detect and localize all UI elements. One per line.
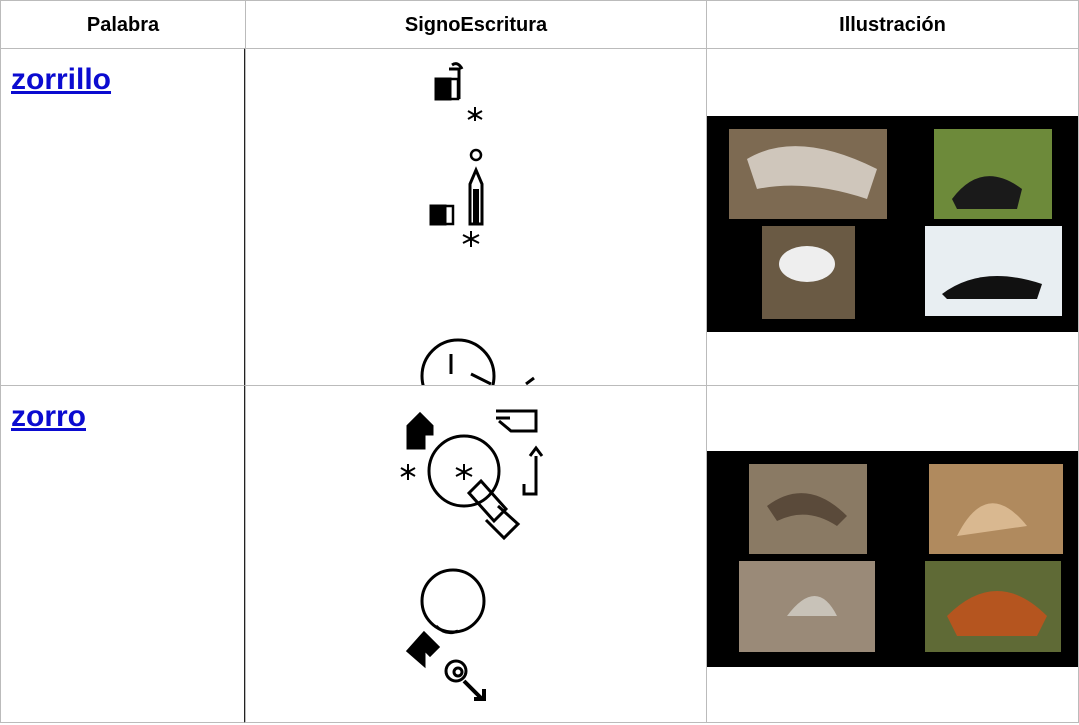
sign-cell: [245, 385, 707, 723]
word-cell: zorro: [0, 385, 246, 723]
word-link[interactable]: zorrillo: [11, 63, 112, 96]
animal-photos: [707, 116, 1078, 332]
word-link[interactable]: zorro: [11, 400, 86, 433]
image-cell: [706, 385, 1079, 723]
animal-photos: [707, 451, 1078, 667]
sign-symbols: [420, 62, 535, 385]
word-cell: zorrillo: [0, 48, 246, 386]
header-cell: SignoEscritura: [245, 0, 707, 49]
header-cell: Palabra: [0, 0, 246, 49]
image-cell: [706, 48, 1079, 386]
header-text: SignoEscritura: [404, 14, 548, 36]
header-text: Palabra: [86, 14, 160, 36]
header-cell: Illustración: [706, 0, 1079, 49]
sign-cell: [245, 48, 707, 386]
sign-symbols: [400, 409, 544, 701]
header-text: Illustración: [839, 14, 946, 36]
